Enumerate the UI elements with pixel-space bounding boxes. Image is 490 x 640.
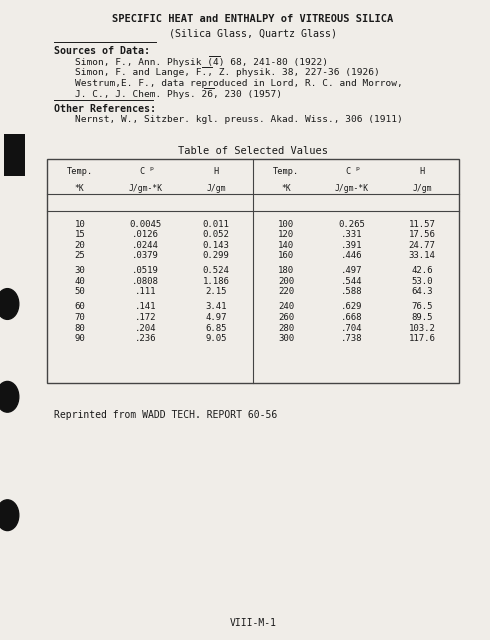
Text: 11.57: 11.57 [409,220,436,228]
Text: 9.05: 9.05 [205,334,226,343]
Text: Simon, F. and Lange, F., Z. physik. 38, 227-36 (1926): Simon, F. and Lange, F., Z. physik. 38, … [75,68,380,77]
Text: 40: 40 [74,276,85,286]
Text: Nernst, W., Sitzber. kgl. preuss. Akad. Wiss., 306 (1911): Nernst, W., Sitzber. kgl. preuss. Akad. … [75,115,403,124]
Text: J/gm-*K: J/gm-*K [129,184,163,193]
Text: p: p [355,166,359,171]
Text: 24.77: 24.77 [409,241,436,250]
Text: 50: 50 [74,287,85,296]
Text: 120: 120 [278,230,294,239]
Text: .204: .204 [135,323,156,333]
Text: .544: .544 [341,276,363,286]
Text: .391: .391 [341,241,363,250]
Text: 300: 300 [278,334,294,343]
Text: .704: .704 [341,323,363,333]
Text: Other References:: Other References: [54,104,156,114]
Text: 70: 70 [74,313,85,322]
Text: .629: .629 [341,302,363,312]
Text: 60: 60 [74,302,85,312]
Text: .668: .668 [341,313,363,322]
Text: Temp.: Temp. [67,167,93,176]
Bar [4,134,25,176]
Text: SPECIFIC HEAT and ENTHALPY of VITREOUS SILICA: SPECIFIC HEAT and ENTHALPY of VITREOUS S… [112,14,393,24]
Text: Table of Selected Values: Table of Selected Values [178,146,328,156]
Text: *K: *K [75,184,85,193]
Text: 240: 240 [278,302,294,312]
Text: 6.85: 6.85 [205,323,226,333]
Text: 64.3: 64.3 [411,287,433,296]
Text: 160: 160 [278,251,294,260]
Text: .588: .588 [341,287,363,296]
Text: 0.524: 0.524 [202,266,229,275]
Text: C: C [345,167,351,176]
Text: 2.15: 2.15 [205,287,226,296]
Text: .0244: .0244 [132,241,159,250]
Text: J/gm-*K: J/gm-*K [335,184,369,193]
Text: p: p [149,166,153,171]
Text: Simon, F., Ann. Physik (4) 68, 241-80 (1922): Simon, F., Ann. Physik (4) 68, 241-80 (1… [75,58,328,67]
Text: H: H [419,167,425,176]
Text: J. C., J. Chem. Phys. 26, 230 (1957): J. C., J. Chem. Phys. 26, 230 (1957) [75,90,282,99]
Text: 180: 180 [278,266,294,275]
Text: 0.052: 0.052 [202,230,229,239]
Text: 10: 10 [74,220,85,228]
Text: 30: 30 [74,266,85,275]
Text: C: C [139,167,145,176]
Circle shape [0,500,19,531]
Text: .0126: .0126 [132,230,159,239]
Text: Reprinted from WADD TECH. REPORT 60-56: Reprinted from WADD TECH. REPORT 60-56 [54,410,277,420]
Text: 17.56: 17.56 [409,230,436,239]
Text: 0.265: 0.265 [339,220,366,228]
Text: 80: 80 [74,323,85,333]
Text: 1.186: 1.186 [202,276,229,286]
Text: .0519: .0519 [132,266,159,275]
Text: 260: 260 [278,313,294,322]
Text: 53.0: 53.0 [411,276,433,286]
Text: 117.6: 117.6 [409,334,436,343]
Text: Temp.: Temp. [273,167,299,176]
Text: 0.143: 0.143 [202,241,229,250]
Text: J/gm: J/gm [206,184,225,193]
Text: .236: .236 [135,334,156,343]
Text: 103.2: 103.2 [409,323,436,333]
Text: 25: 25 [74,251,85,260]
Text: .172: .172 [135,313,156,322]
Text: *K: *K [281,184,291,193]
Text: 20: 20 [74,241,85,250]
Text: 15: 15 [74,230,85,239]
Text: .738: .738 [341,334,363,343]
Text: .0379: .0379 [132,251,159,260]
Text: 33.14: 33.14 [409,251,436,260]
Text: 0.011: 0.011 [202,220,229,228]
Text: .446: .446 [341,251,363,260]
Text: 90: 90 [74,334,85,343]
Text: .111: .111 [135,287,156,296]
Text: 3.41: 3.41 [205,302,226,312]
Text: 220: 220 [278,287,294,296]
Text: J/gm: J/gm [412,184,432,193]
Text: 0.299: 0.299 [202,251,229,260]
Text: 42.6: 42.6 [411,266,433,275]
Text: Sources of Data:: Sources of Data: [54,46,150,56]
Text: 76.5: 76.5 [411,302,433,312]
Text: .331: .331 [341,230,363,239]
Text: 200: 200 [278,276,294,286]
Text: .0808: .0808 [132,276,159,286]
Circle shape [0,381,19,412]
Text: .497: .497 [341,266,363,275]
Text: 89.5: 89.5 [411,313,433,322]
Text: .141: .141 [135,302,156,312]
Text: 100: 100 [278,220,294,228]
Circle shape [0,289,19,319]
Text: VIII-M-1: VIII-M-1 [229,618,276,628]
Text: 280: 280 [278,323,294,333]
Text: 0.0045: 0.0045 [130,220,162,228]
Text: 4.97: 4.97 [205,313,226,322]
Text: Westrum,E. F., data reproduced in Lord, R. C. and Morrow,: Westrum,E. F., data reproduced in Lord, … [75,79,403,88]
Text: (Silica Glass, Quartz Glass): (Silica Glass, Quartz Glass) [169,28,337,38]
Text: H: H [213,167,219,176]
Text: 140: 140 [278,241,294,250]
